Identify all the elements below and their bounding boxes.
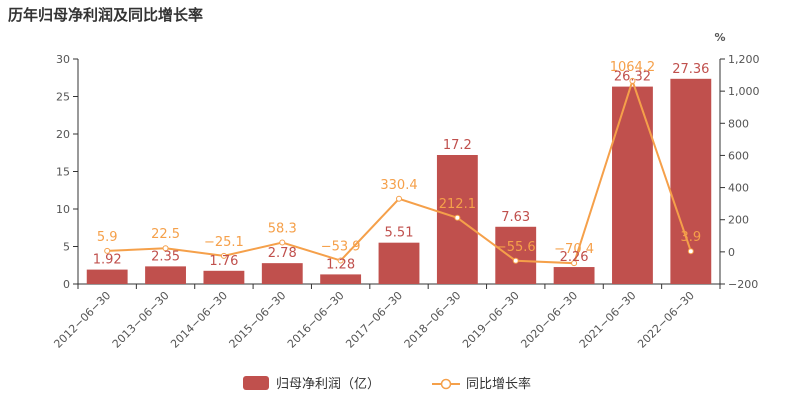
bar	[261, 263, 303, 284]
growth-rate-label: 3.9	[680, 230, 701, 245]
growth-rate-label: 212.1	[439, 197, 476, 212]
x-tick-label: 2021−06−30	[577, 289, 639, 351]
x-tick-label: 2017−06−30	[343, 289, 405, 351]
growth-rate-point	[512, 257, 519, 264]
bar-value-label: 1.76	[209, 254, 238, 269]
bar-value-label: 2.35	[151, 249, 180, 264]
bar	[612, 86, 653, 284]
growth-rate-point	[629, 77, 636, 84]
right-tick-label: 0	[728, 246, 735, 259]
growth-rate-point	[396, 195, 402, 202]
growth-rate-label: 330.4	[380, 178, 417, 193]
left-tick-label: 10	[56, 203, 70, 216]
bar	[553, 267, 595, 284]
x-tick-label: 2018−06−30	[402, 289, 464, 351]
bar	[145, 266, 186, 284]
bar	[86, 269, 128, 284]
bar-value-label: 2.26	[560, 250, 589, 265]
bar-value-label: 27.36	[672, 62, 709, 77]
left-tick-label: 25	[56, 91, 70, 104]
bar	[495, 226, 537, 284]
growth-rate-label: −53.9	[321, 240, 361, 255]
bar	[378, 242, 420, 284]
left-tick-label: 20	[56, 128, 70, 141]
growth-rate-point	[571, 260, 578, 267]
growth-rate-label: −55.6	[496, 240, 536, 255]
growth-rate-label: 1064.2	[610, 60, 656, 75]
legend-bar-swatch	[243, 376, 269, 390]
bar	[320, 274, 362, 284]
growth-rate-point	[337, 257, 344, 264]
growth-rate-point	[454, 214, 461, 221]
left-tick-label: 5	[63, 241, 70, 254]
growth-rate-point	[279, 239, 286, 246]
growth-rate-point	[687, 248, 694, 255]
right-tick-label: 400	[728, 182, 749, 195]
x-tick-label: 2012−06−30	[51, 289, 113, 351]
right-tick-label: 1,000	[728, 85, 760, 98]
right-axis-unit: %	[714, 31, 725, 44]
right-tick-label: 800	[728, 117, 749, 130]
bar-value-label: 1.28	[326, 257, 355, 272]
chart-title: 历年归母净利润及同比增长率	[8, 6, 204, 24]
growth-rate-label: −70.4	[554, 242, 594, 257]
bar-value-label: 1.92	[93, 253, 122, 268]
growth-rate-label: 5.9	[97, 230, 118, 245]
right-tick-label: −200	[728, 278, 758, 291]
growth-rate-label: 58.3	[268, 221, 297, 236]
left-tick-label: 30	[56, 53, 70, 66]
bar-value-label: 7.63	[501, 210, 530, 225]
right-tick-label: 600	[728, 149, 749, 162]
left-tick-label: 15	[56, 166, 70, 179]
legend-line-label: 同比增长率	[466, 376, 531, 392]
x-tick-label: 2020−06−30	[518, 289, 580, 351]
bar	[203, 270, 245, 284]
legend-line-marker	[440, 378, 452, 390]
x-tick-label: 2013−06−30	[110, 289, 172, 351]
growth-rate-label: 22.5	[151, 227, 180, 242]
x-tick-label: 2016−06−30	[285, 289, 347, 351]
bar-value-label: 17.2	[443, 138, 472, 153]
x-tick-label: 2022−06−30	[635, 289, 697, 351]
right-tick-label: 200	[728, 214, 749, 227]
bar-value-label: 26.32	[614, 70, 651, 85]
right-tick-label: 1,200	[728, 53, 760, 66]
growth-rate-label: −25.1	[204, 235, 244, 250]
growth-rate-point	[220, 252, 227, 259]
bar-value-label: 2.78	[268, 246, 297, 261]
x-tick-label: 2015−06−30	[227, 289, 289, 351]
x-tick-label: 2019−06−30	[460, 289, 522, 351]
bar-value-label: 5.51	[385, 226, 414, 241]
legend-bar-label: 归母净利润（亿）	[276, 377, 380, 392]
left-tick-label: 0	[63, 278, 70, 291]
growth-rate-point	[104, 247, 111, 254]
x-tick-label: 2014−06−30	[168, 289, 230, 351]
growth-rate-point	[162, 245, 169, 252]
